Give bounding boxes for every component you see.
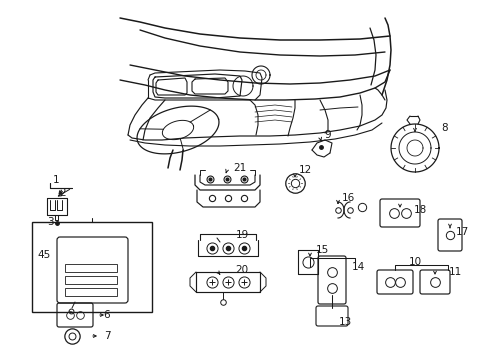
Text: 15: 15 — [315, 245, 328, 255]
Text: 13: 13 — [338, 317, 351, 327]
Bar — [65, 288, 117, 296]
Text: 20: 20 — [235, 265, 248, 275]
Text: 18: 18 — [412, 205, 426, 215]
Text: 45: 45 — [37, 250, 51, 260]
Text: 17: 17 — [454, 227, 468, 237]
Text: 16: 16 — [341, 193, 354, 203]
Text: 8: 8 — [441, 123, 447, 133]
Text: 19: 19 — [235, 230, 248, 240]
Text: 7: 7 — [103, 331, 110, 341]
Text: 1: 1 — [53, 175, 59, 185]
Text: 21: 21 — [233, 163, 246, 173]
Text: 9: 9 — [324, 130, 331, 140]
Text: 3: 3 — [46, 217, 53, 227]
Text: 10: 10 — [407, 257, 421, 267]
Bar — [65, 264, 117, 272]
Text: 6: 6 — [103, 310, 110, 320]
Text: 12: 12 — [298, 165, 311, 175]
Text: 14: 14 — [351, 262, 364, 272]
Text: 11: 11 — [447, 267, 461, 277]
Bar — [65, 276, 117, 284]
Bar — [32, 222, 152, 312]
Text: 2: 2 — [60, 188, 66, 198]
